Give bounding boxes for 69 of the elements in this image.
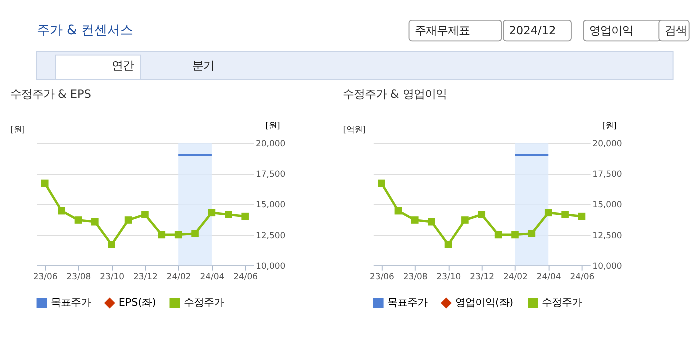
point: [378, 180, 386, 188]
y2-tick-label: 17,500: [592, 168, 622, 179]
y2-tick-label: 10,000: [592, 260, 622, 271]
legend-label: EPS(좌): [118, 297, 156, 310]
y2-tick-label: 15,000: [256, 200, 286, 210]
point: [528, 230, 536, 238]
point: [242, 212, 249, 220]
point: [142, 211, 149, 218]
x-tick-label: 23/12: [470, 271, 495, 282]
point: [544, 209, 552, 217]
y2-tick-label: 12,500: [592, 230, 622, 240]
legend-label: 목표주가: [388, 297, 428, 310]
x-tick-label: 24/04: [200, 271, 225, 282]
x-tick-label: 23/08: [403, 271, 428, 282]
y2-tick-label: 17,500: [256, 168, 286, 179]
point: [462, 216, 469, 224]
text: 분기: [192, 59, 214, 72]
x-tick-label: 24/02: [166, 271, 192, 282]
point: [444, 241, 452, 248]
point: [478, 211, 486, 218]
y2-axis-title: [원]: [602, 120, 617, 130]
y2-axis-title: [원]: [266, 120, 280, 130]
y2-tick-label: 20,000: [256, 138, 286, 148]
point: [74, 216, 82, 224]
x-tick-label: 24/02: [504, 271, 528, 282]
point: [512, 231, 519, 239]
point: [494, 231, 502, 239]
point: [174, 231, 182, 239]
x-tick-label: 23/06: [33, 271, 58, 282]
point: [411, 216, 419, 224]
legend-label: 목표주가: [50, 297, 91, 310]
x-tick-label: 23/10: [100, 271, 125, 282]
x-tick-label: 24/04: [536, 271, 562, 282]
text: 검색: [664, 24, 687, 38]
y-axis-title: [억원]: [343, 124, 366, 135]
x-tick-label: 23/10: [436, 271, 462, 282]
x-tick-label: 24/06: [570, 271, 595, 282]
x-tick-label: 24/06: [234, 271, 258, 282]
point: [41, 180, 49, 188]
point: [428, 218, 436, 226]
x-tick-label: 23/12: [133, 271, 158, 282]
text: 주가 & 컨센서스: [36, 24, 134, 39]
point: [208, 209, 216, 217]
text: 영업이익: [589, 24, 634, 38]
point: [224, 211, 232, 218]
y2-tick-label: 20,000: [592, 138, 622, 148]
text: 연간: [112, 59, 134, 72]
y2-tick-label: 12,500: [256, 230, 286, 240]
text: 주재무제표: [414, 24, 470, 38]
legend-label: 영업이익(좌): [455, 297, 514, 310]
point: [562, 211, 569, 218]
chart-title: 수정주가 & EPS: [10, 88, 92, 101]
point: [108, 241, 116, 248]
point: [58, 207, 66, 215]
point: [92, 218, 99, 226]
x-tick-label: 23/08: [66, 271, 92, 282]
y-axis-title: [원]: [10, 124, 26, 135]
text: 2024/12: [509, 24, 556, 38]
point: [192, 230, 199, 238]
legend-label: 수정주가: [184, 297, 224, 310]
point: [394, 207, 402, 215]
point: [124, 216, 132, 224]
legend-label: 수정주가: [542, 297, 582, 310]
chart-title: 수정주가 & 영업이익: [342, 88, 447, 101]
y2-tick-label: 10,000: [256, 260, 286, 271]
y2-tick-label: 15,000: [592, 200, 622, 210]
point: [158, 231, 166, 239]
x-tick-label: 23/06: [370, 271, 394, 282]
point: [578, 212, 586, 220]
